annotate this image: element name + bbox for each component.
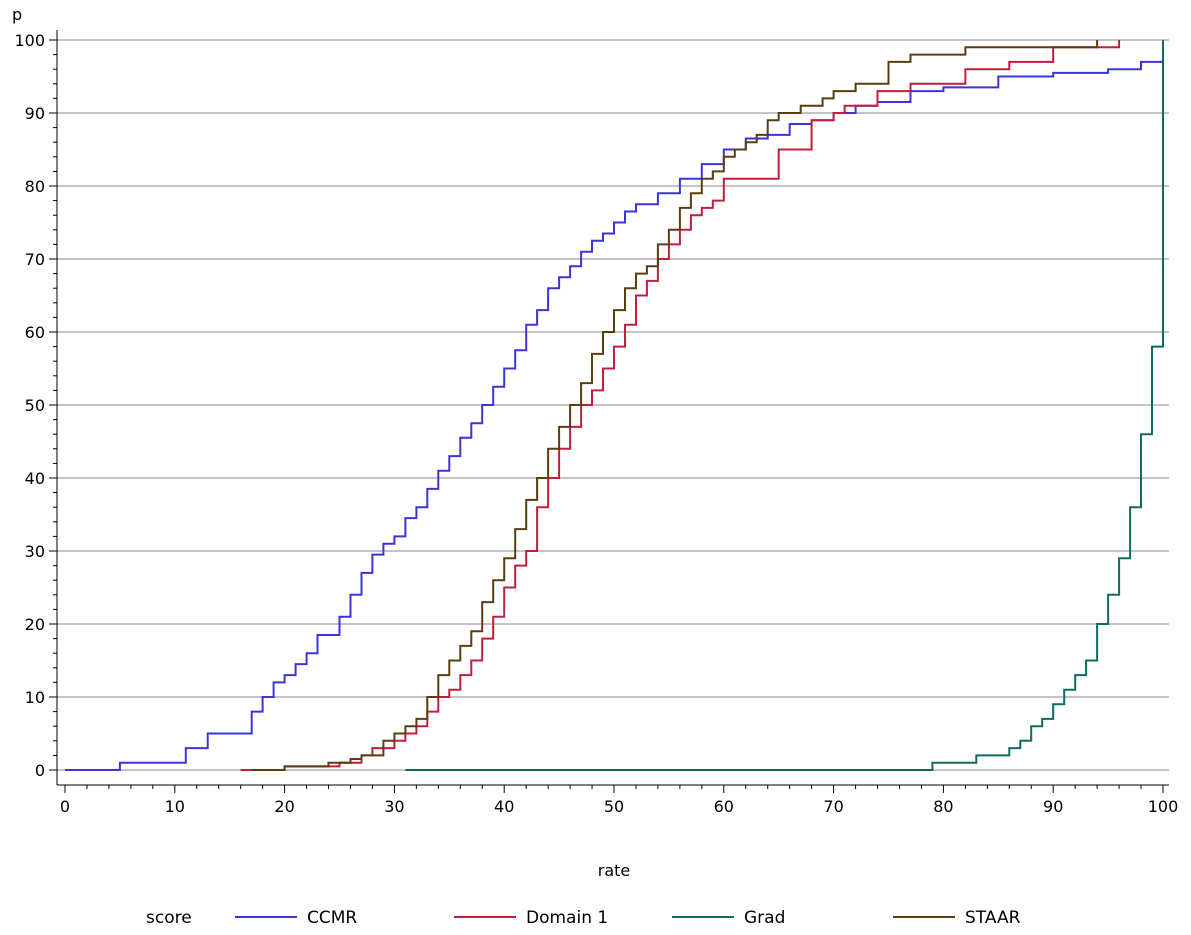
y-tick-label-80: 80 — [25, 177, 45, 196]
x-tick-label-50: 50 — [604, 797, 624, 816]
legend-label-ccmr: CCMR — [307, 908, 357, 928]
y-tick-label-40: 40 — [25, 469, 45, 488]
y-tick-label-60: 60 — [25, 323, 45, 342]
legend-label-grad: Grad — [744, 908, 785, 928]
x-tick-label-70: 70 — [823, 797, 843, 816]
x-tick-label-30: 30 — [384, 797, 404, 816]
axes — [56, 30, 1169, 786]
x-tick-label-90: 90 — [1043, 797, 1063, 816]
series-line-domain-1 — [240, 40, 1121, 771]
y-tick-label-90: 90 — [25, 104, 45, 123]
series-line-staar — [251, 40, 1099, 771]
x-tick-label-10: 10 — [165, 797, 185, 816]
y-tick-label-10: 10 — [25, 688, 45, 707]
series-line-ccmr — [65, 54, 1164, 771]
x-tick-label-40: 40 — [494, 797, 514, 816]
y-axis-title: p — [12, 5, 22, 24]
series-lines — [65, 40, 1164, 771]
y-tick-label-20: 20 — [25, 615, 45, 634]
x-axis-title: rate — [598, 861, 631, 880]
axis-ticks: 0 10 20 30 40 50 60 70 80 90 100 0 10 20 30 40 50 60 70 80 9… — [14, 31, 1178, 816]
x-tick-label-60: 60 — [714, 797, 734, 816]
legend-label-staar: STAAR — [965, 908, 1021, 928]
legend-label-domain-1: Domain 1 — [526, 908, 608, 928]
y-tick-label-70: 70 — [25, 250, 45, 269]
legend-title: score — [146, 908, 192, 928]
legend: score CCMR Domain 1 Grad STAAR — [146, 908, 1021, 928]
horizontal-grid — [57, 39, 1169, 771]
y-tick-label-30: 30 — [25, 542, 45, 561]
x-tick-label-100: 100 — [1148, 797, 1179, 816]
y-tick-label-50: 50 — [25, 396, 45, 415]
x-tick-label-80: 80 — [933, 797, 953, 816]
x-tick-label-20: 20 — [274, 797, 294, 816]
x-tick-label-0: 0 — [60, 797, 70, 816]
y-tick-label-0: 0 — [35, 761, 45, 780]
y-tick-label-100: 100 — [14, 31, 45, 50]
series-line-grad — [405, 40, 1164, 771]
